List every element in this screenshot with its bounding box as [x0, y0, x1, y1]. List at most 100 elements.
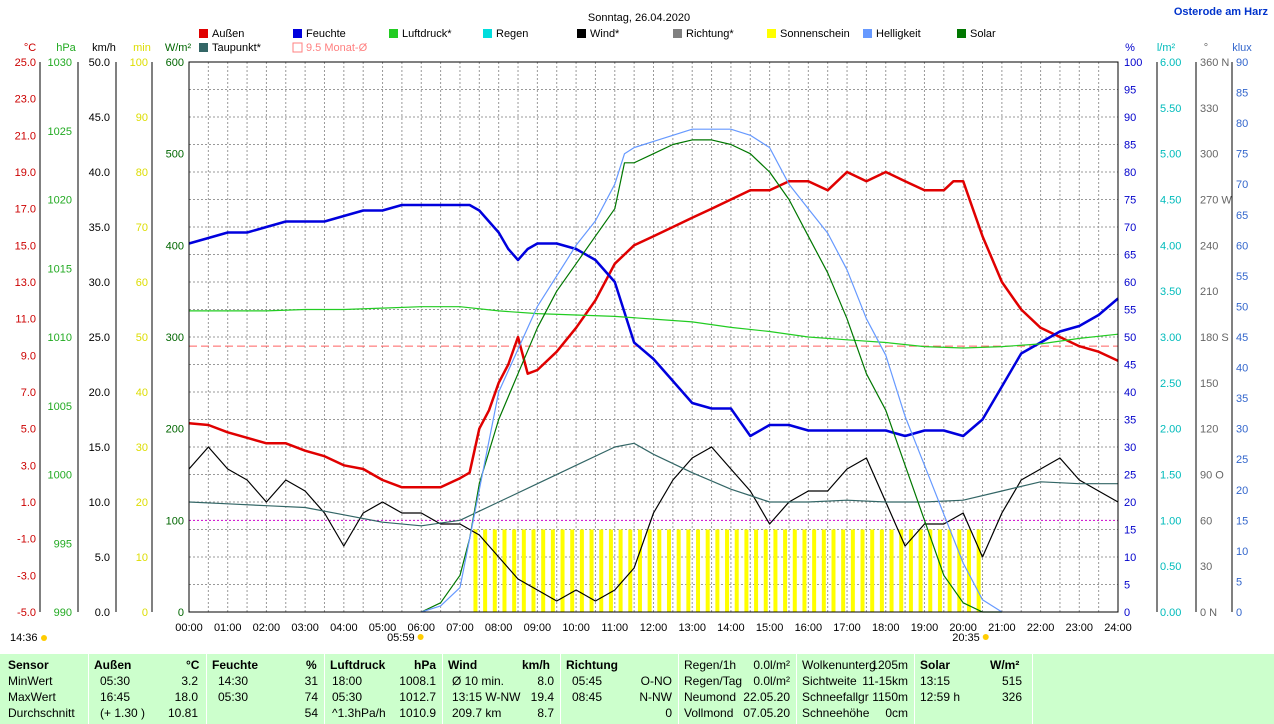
axis-lm2-tick: 4.50	[1160, 195, 1181, 207]
sunshine-bar	[657, 529, 662, 612]
legend-swatch	[389, 29, 398, 38]
axis-deg-tick: 300	[1200, 149, 1218, 161]
stats-wind-time: 13:15 W-NW	[452, 690, 521, 704]
axis-hpa-tick: 1000	[48, 470, 72, 482]
axis-temp-tick: 21.0	[15, 130, 36, 142]
axis-temp-tick: -1.0	[17, 534, 36, 546]
stats-richtung-value: N-NW	[639, 690, 672, 704]
axis-lm2-tick: 1.50	[1160, 470, 1181, 482]
axis-lm2-tick: 0.00	[1160, 607, 1181, 619]
chart-title: Sonntag, 26.04.2020	[588, 12, 690, 24]
stats-misc-value: 11-15km	[862, 674, 908, 688]
axis-kmh-tick: 20.0	[89, 387, 110, 399]
axis-hpa-tick: 1030	[48, 57, 72, 69]
legend-swatch	[767, 29, 776, 38]
stats-misc-value: 0cm	[885, 706, 908, 720]
axis-deg-tick: 210	[1200, 286, 1218, 298]
sunshine-bar	[608, 529, 613, 612]
sunshine-bar	[637, 529, 642, 612]
axis-lm2-tick: 4.00	[1160, 240, 1181, 252]
sunshine-bar	[802, 529, 807, 612]
sunshine-bar	[928, 529, 933, 612]
stats-luftdruck-value: 1012.7	[399, 690, 436, 704]
stats-aussen-value: 10.81	[167, 706, 198, 720]
axis-min-unit: min	[133, 42, 151, 54]
sunshine-bar	[879, 529, 884, 612]
axis-klux-tick: 80	[1236, 118, 1248, 130]
series-line-taupunkt	[188, 442, 1118, 527]
sunshine-bar	[715, 529, 720, 612]
sunshine-bar	[483, 529, 488, 612]
axis-deg-tick: 360 N	[1200, 57, 1229, 69]
sunshine-bar	[812, 529, 817, 612]
sunshine-bar	[763, 529, 768, 612]
stats-misc-key: Vollmond	[684, 706, 734, 720]
stats-misc-key: 13:15	[920, 674, 951, 688]
stats-luftdruck-value: 1008.1	[399, 674, 436, 688]
sunshine-bar	[647, 529, 652, 612]
current-time-dot	[41, 635, 47, 641]
legend-label: Außen	[212, 28, 244, 40]
sunset-dot	[982, 634, 989, 640]
stats-luftdruck-time: 05:30	[332, 690, 363, 704]
axis-time-tick: 15:00	[756, 622, 784, 634]
stats-feuchte-time: 14:30	[218, 674, 249, 688]
legend-label: Sonnenschein	[780, 28, 850, 40]
sunshine-bar	[899, 529, 904, 612]
sunshine-bar	[579, 529, 584, 612]
axis-min-tick: 50	[136, 332, 148, 344]
sunshine-bar	[725, 529, 730, 612]
axis-min-tick: 30	[136, 442, 148, 454]
axis-kmh-unit: km/h	[92, 42, 116, 54]
axis-klux-tick: 35	[1236, 393, 1248, 405]
stats-feuchte-time: 05:30	[218, 690, 249, 704]
axis-lm2-tick: 5.00	[1160, 149, 1181, 161]
statistics-panel: Sensor Außen °C Feuchte % Luftdruck hPa …	[0, 654, 1274, 724]
axis-kmh-tick: 5.0	[95, 552, 110, 564]
chart-legend: Außen Feuchte Luftdruck* Regen Wind* Richtung…	[199, 28, 996, 54]
axis-temp-tick: 5.0	[21, 424, 36, 436]
legend-swatch	[199, 43, 208, 52]
stats-row-label: MaxWert	[8, 690, 56, 704]
axis-kmh-tick: 10.0	[89, 497, 110, 509]
stats-aussen-time: (+ 1.30 )	[100, 706, 146, 720]
axis-lm2-tick: 3.00	[1160, 332, 1181, 344]
current-time-label: 14:36	[10, 632, 38, 644]
sunshine-bar	[889, 529, 894, 612]
legend-swatch	[199, 29, 208, 38]
axis-time-tick: 00:00	[175, 622, 203, 634]
stats-feuchte-value: 74	[304, 690, 318, 704]
axis-time-tick: 16:00	[795, 622, 823, 634]
sunshine-bar	[783, 529, 788, 612]
plot-frame	[188, 61, 1119, 613]
sunshine-bar	[676, 529, 681, 612]
stats-wind-time: 209.7 km	[452, 706, 502, 720]
series-line-auen	[188, 170, 1119, 489]
axis-time-tick: 09:00	[524, 622, 552, 634]
axis-klux-tick: 90	[1236, 57, 1248, 69]
sunshine-bar	[696, 529, 701, 612]
stats-misc-key: Wolkenunterg	[802, 658, 876, 672]
legend-label: Regen	[496, 28, 528, 40]
stats-header-wind: Wind	[448, 658, 478, 672]
axis-time-tick: 05:00	[369, 622, 397, 634]
legend-swatch	[957, 29, 966, 38]
stats-header-solar: Solar	[920, 658, 951, 672]
axis-deg-tick: 180 S	[1200, 332, 1229, 344]
axis-min-tick: 90	[136, 112, 148, 124]
axis-deg-tick: 150	[1200, 378, 1218, 390]
axis-temp-tick: 17.0	[15, 204, 36, 216]
axis-pct-tick: 10	[1124, 552, 1136, 564]
sunshine-bar	[821, 529, 826, 612]
axis-temp-tick: 3.0	[21, 460, 36, 472]
legend-label: Feuchte	[306, 28, 346, 40]
axis-time-tick: 02:00	[253, 622, 281, 634]
legend-label: 9.5 Monat-Ø	[306, 42, 368, 54]
stats-luftdruck-time: ^1.3hPa/h	[332, 706, 386, 720]
stats-misc-value: 326	[1001, 690, 1022, 704]
axis-deg-tick: 0 N	[1200, 607, 1217, 619]
legend-swatch	[483, 29, 492, 38]
axis-time-tick: 21:00	[988, 622, 1016, 634]
axis-klux-tick: 15	[1236, 515, 1248, 527]
axis-time-tick: 13:00	[678, 622, 706, 634]
